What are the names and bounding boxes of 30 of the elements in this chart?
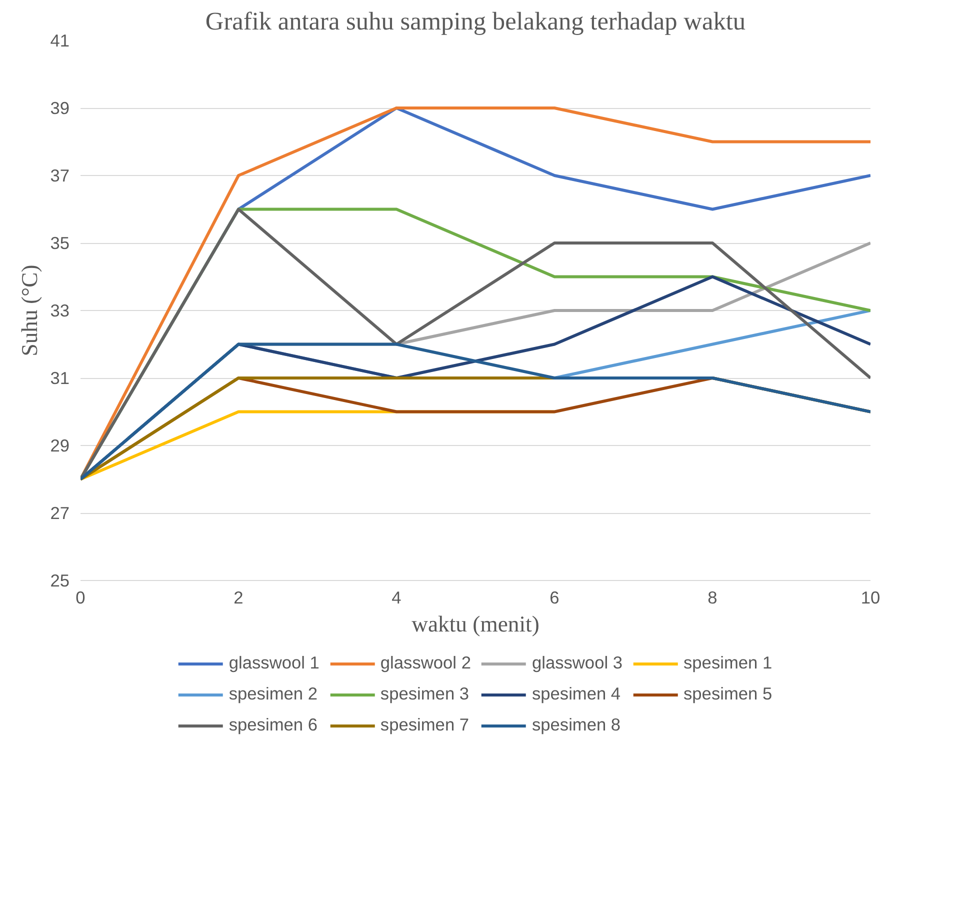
legend-label: spesimen 8 — [532, 714, 621, 736]
x-tick-label: 0 — [76, 588, 86, 608]
chart-title: Grafik antara suhu samping belakang terhadap waktu — [205, 8, 746, 36]
legend-label: spesimen 5 — [684, 684, 772, 704]
y-tick-label: 39 — [50, 98, 70, 118]
legend-label: spesimen 6 — [228, 714, 318, 736]
y-tick-label: 35 — [50, 233, 70, 253]
y-tick-label: 31 — [50, 368, 70, 388]
legend-label: spesimen 4 — [532, 684, 621, 704]
y-axis-title: Suhu (°C) — [17, 264, 42, 356]
x-tick-label: 10 — [860, 588, 880, 608]
x-axis-title: waktu (menit) — [412, 612, 540, 636]
legend-label: glasswool 2 — [380, 652, 471, 674]
y-tick-label: 41 — [50, 30, 70, 50]
legend-label: spesimen 2 — [228, 684, 318, 704]
legend-label: spesimen 3 — [380, 684, 470, 704]
x-tick-label: 4 — [392, 588, 402, 608]
y-tick-label: 37 — [50, 166, 70, 186]
y-tick-label: 33 — [50, 300, 70, 320]
legend-label: spesimen 1 — [684, 652, 772, 674]
x-tick-label: 6 — [550, 588, 560, 608]
y-tick-label: 29 — [50, 436, 70, 456]
legend-label: spesimen 7 — [380, 714, 470, 736]
legend-label: glasswool 3 — [532, 652, 623, 674]
y-tick-label: 25 — [50, 570, 70, 590]
y-tick-label: 27 — [50, 503, 70, 523]
legend-label: glasswool 1 — [228, 652, 320, 674]
line-series — [80, 342, 870, 481]
x-tick-label: 8 — [708, 588, 718, 608]
x-tick-label: 2 — [234, 588, 244, 608]
